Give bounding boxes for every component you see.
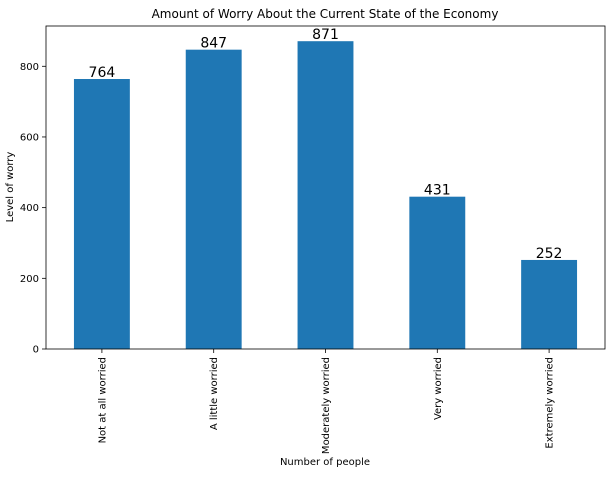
bar-1 [73,79,130,349]
chart-title: Amount of Worry About the Current State … [152,7,499,21]
bar-4 [409,196,466,349]
y-tick-label-1: 0 [33,345,39,356]
x-tick-label-2: A little worried [209,357,220,430]
y-tick-label-2: 200 [20,274,39,285]
data-label-5: 252 [536,246,563,262]
y-tick-label-3: 400 [20,203,39,214]
x-tick-label-5: Extremely worried [545,357,556,449]
bar-2 [185,49,242,350]
x-tick-label-4: Very worried [433,357,444,420]
bar-3 [297,41,354,349]
y-axis-label: Level of worry [5,152,16,223]
y-tick-label-5: 800 [20,62,39,73]
data-label-3: 871 [312,27,339,43]
bar-5 [521,259,578,349]
x-tick-label-1: Not at all worried [97,357,108,443]
x-axis-label: Number of people [280,457,370,468]
plot-frame [45,25,606,350]
data-label-1: 764 [89,65,116,81]
x-tick-label-3: Moderately worried [321,357,332,454]
data-label-4: 431 [424,183,451,199]
y-tick-label-4: 600 [20,132,39,143]
plot-area: 764 Not at all worried 847 A little worried… [20,25,606,454]
data-label-2: 847 [200,36,227,52]
